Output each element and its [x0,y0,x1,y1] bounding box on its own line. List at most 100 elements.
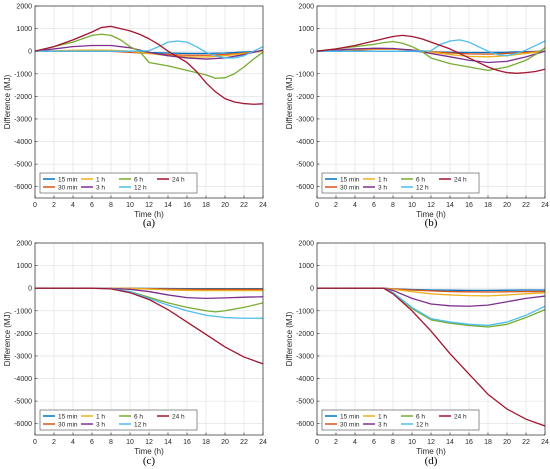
y-tick-label: -6000 [14,184,32,191]
legend-label: 3 h [96,184,105,191]
legend-label: 12 h [416,184,429,191]
y-tick-label: 2000 [298,241,314,248]
x-tick-label: 0 [315,202,319,209]
legend-label: 30 min [340,421,360,428]
x-tick-label: 6 [372,202,376,209]
x-tick-label: 24 [541,202,549,209]
x-tick-label: 12 [145,202,153,209]
x-tick-label: 10 [126,439,134,446]
series-line-24-h [317,287,545,427]
x-tick-label: 4 [71,439,75,446]
y-tick-label: 1000 [298,26,314,33]
x-tick-label: 0 [33,439,37,446]
x-tick-label: 12 [427,439,435,446]
y-axis-label: Difference (MJ) [3,311,12,366]
y-tick-label: -1000 [14,308,32,315]
x-tick-label: 24 [541,439,549,446]
legend-label: 15 min [340,176,360,183]
legend-label: 15 min [340,413,360,420]
x-axis-label: Time (h) [134,210,164,219]
y-tick-label: 2000 [16,4,32,11]
axes-box [316,5,546,199]
y-tick-label: 1000 [298,263,314,270]
legend-label: 24 h [172,176,185,183]
x-tick-label: 24 [259,202,267,209]
x-tick-label: 4 [71,202,75,209]
y-tick-label: -6000 [296,184,314,191]
x-tick-label: 18 [484,202,492,209]
x-tick-label: 4 [353,439,357,446]
legend-label: 6 h [134,413,143,420]
y-tick-label: -3000 [296,116,314,123]
y-tick-label: -3000 [296,353,314,360]
series-line-24-h [317,34,545,74]
x-tick-label: 20 [221,202,229,209]
legend-label: 1 h [96,413,105,420]
x-tick-label: 8 [109,439,113,446]
axes-box [34,242,264,436]
legend-label: 30 min [58,184,78,191]
legend-label: 15 min [58,176,78,183]
x-tick-label: 22 [240,202,248,209]
chart-panel-2: 0 2 4 6 8 10 12 14 16 18 20 22 24200010000-1000-2000… [3,241,267,468]
legend-label: 15 min [58,413,78,420]
y-tick-label: -4000 [14,376,32,383]
y-tick-label: -2000 [296,331,314,338]
x-tick-label: 8 [109,202,113,209]
x-tick-label: 18 [484,439,492,446]
legend-label: 3 h [96,421,105,428]
legend-box [321,409,480,431]
legend-label: 24 h [454,176,467,183]
y-tick-label: 1000 [16,263,32,270]
legend-label: 1 h [378,176,387,183]
y-tick-label: -4000 [296,376,314,383]
y-tick-label: -1000 [296,71,314,78]
x-axis-label: Time (h) [134,447,164,456]
legend-label: 1 h [96,176,105,183]
panel-caption: (a) [143,217,156,229]
y-tick-label: -3000 [14,353,32,360]
panel-caption: (c) [143,455,156,467]
axes-box [34,5,264,199]
x-tick-label: 10 [408,202,416,209]
x-tick-label: 6 [90,439,94,446]
y-tick-label: -4000 [296,139,314,146]
y-tick-label: -4000 [14,139,32,146]
legend-label: 3 h [378,421,387,428]
series-line-3-h [317,47,545,64]
x-tick-label: 0 [33,202,37,209]
y-tick-label: 2000 [16,241,32,248]
x-axis-label: Time (h) [416,447,446,456]
x-tick-label: 18 [202,439,210,446]
y-tick-label: -1000 [14,71,32,78]
x-tick-label: 4 [353,202,357,209]
x-tick-label: 22 [522,202,530,209]
y-tick-label: -5000 [14,162,32,169]
x-tick-label: 2 [334,439,338,446]
legend-label: 12 h [416,421,429,428]
chart-panel-3: 0 2 4 6 8 10 12 14 16 18 20 22 24200010000-1000-2000… [285,241,549,468]
y-tick-label: 0 [28,49,32,56]
x-tick-label: 14 [164,439,172,446]
x-axis-label: Time (h) [416,210,446,219]
y-tick-label: -5000 [14,399,32,406]
legend-box [321,172,480,194]
legend-box [39,172,198,194]
x-tick-label: 22 [522,439,530,446]
series-line-24-h [35,287,263,365]
y-tick-label: -6000 [296,421,314,428]
series-line-12-h [35,40,263,59]
x-tick-label: 10 [126,202,134,209]
x-tick-label: 24 [259,439,267,446]
legend-label: 30 min [340,184,360,191]
x-tick-label: 8 [391,202,395,209]
x-tick-label: 6 [90,202,94,209]
series-line-24-h [35,25,263,105]
x-tick-label: 8 [391,439,395,446]
y-tick-label: -2000 [14,94,32,101]
legend-label: 1 h [378,413,387,420]
x-tick-label: 16 [465,439,473,446]
legend-label: 3 h [378,184,387,191]
y-tick-label: 0 [310,49,314,56]
